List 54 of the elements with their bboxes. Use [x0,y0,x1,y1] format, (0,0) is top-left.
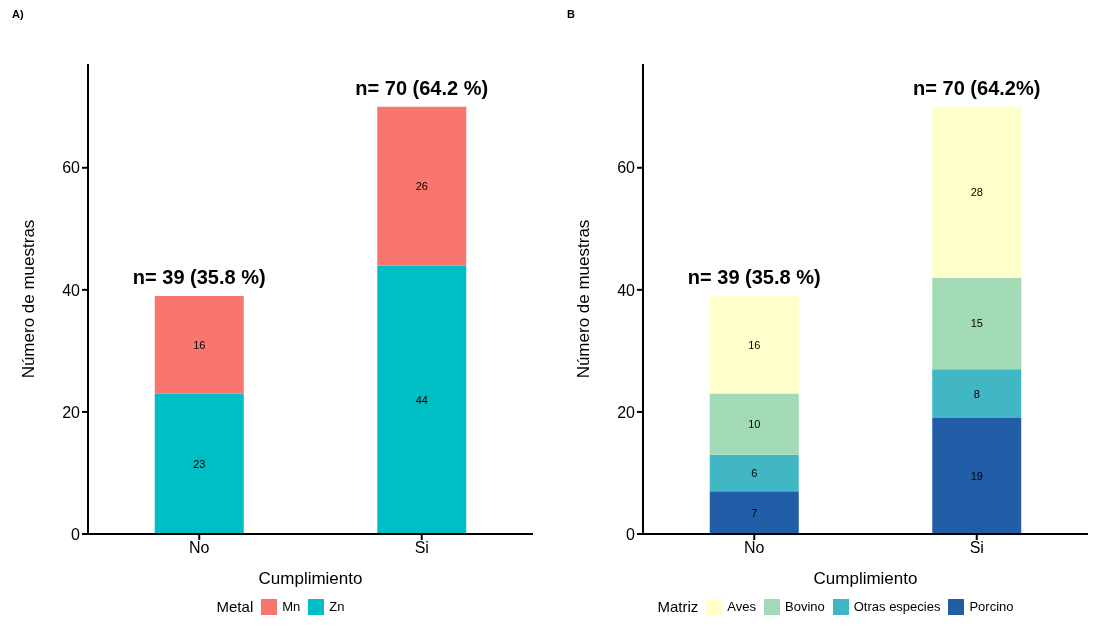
x-tick-label: No [744,539,765,557]
annotation: n= 39 (35.8 %) [132,265,266,288]
data-label: 44 [415,393,428,406]
bar [154,295,244,394]
y-tick-label: 40 [62,281,81,299]
x-axis-title: Cumplimiento [258,569,363,588]
y-tick-label: 20 [62,403,81,421]
data-label: 19 [970,469,983,482]
bar [709,295,799,394]
bar [377,106,467,266]
data-label: 7 [751,506,758,519]
legend-label: Mn [282,599,301,614]
data-label: 16 [193,338,206,351]
data-label: 8 [973,387,980,400]
y-tick-label: 0 [71,525,81,543]
legend-label: Zn [329,599,345,614]
data-label: 23 [193,457,206,470]
y-tick-label: 60 [62,159,81,177]
legend-title: Matriz [657,598,699,615]
bar [932,418,1022,534]
y-tick-label: 20 [617,403,636,421]
chart-title: A) [11,8,25,22]
bar [154,393,244,534]
bar [377,265,467,534]
legend-label: Aves [727,599,756,614]
x-tick-label: No [189,539,210,557]
bar [932,277,1022,370]
legend-label: Porcino [969,599,1014,614]
annotation: n= 70 (64.2%) [913,76,1041,99]
bar [709,393,799,455]
data-label: 6 [751,466,758,479]
legend-title: Metal [216,598,254,615]
legend-label: Bovino [784,599,825,614]
x-axis-title: Cumplimiento [813,569,918,588]
y-axis-title: Número de muestras [19,219,39,379]
bar [709,491,799,534]
y-tick-label: 60 [617,159,636,177]
data-label: 16 [748,338,761,351]
bar [932,106,1022,278]
data-label: 28 [970,186,983,199]
annotation: n= 70 (64.2 %) [355,76,489,99]
y-axis-title: Número de muestras [574,219,594,379]
x-tick-label: Si [414,539,429,557]
y-tick-label: 0 [626,525,636,543]
x-tick-label: Si [969,539,984,557]
y-tick-label: 40 [617,281,636,299]
bar [932,369,1022,419]
data-label: 26 [415,179,428,192]
chart-title: B [566,8,576,22]
legend-label: Otras especies [853,599,941,614]
bar [709,454,799,492]
data-label: 15 [970,317,983,330]
data-label: 10 [748,418,761,431]
annotation: n= 39 (35.8 %) [687,265,821,288]
